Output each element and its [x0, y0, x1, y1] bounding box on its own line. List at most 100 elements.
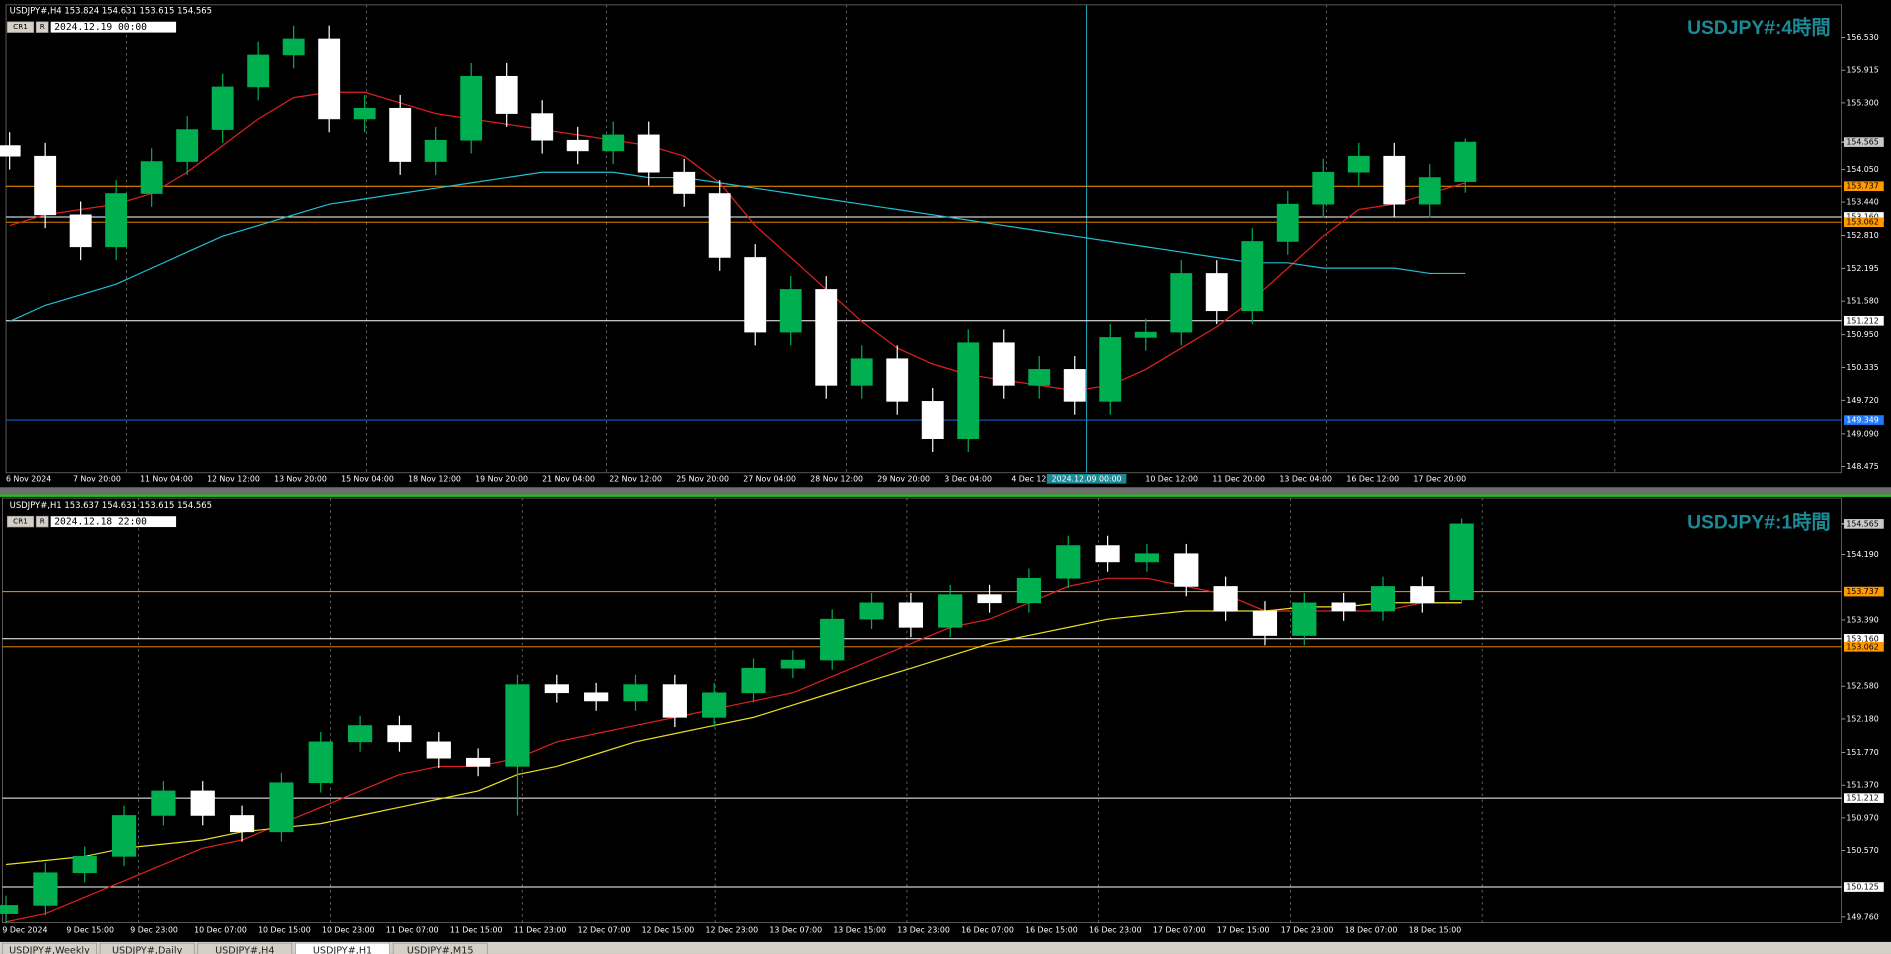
- candle-body: [820, 618, 845, 661]
- x-tick-label: 13 Dec 23:00: [897, 925, 950, 934]
- x-tick-label: 3 Dec 04:00: [944, 474, 992, 483]
- candle-body: [708, 193, 731, 258]
- candle-body: [387, 725, 412, 743]
- x-tick-label: 16 Dec 12:00: [1346, 474, 1399, 483]
- price-tag: [1843, 519, 1884, 529]
- level-label: 153.062: [1846, 642, 1878, 651]
- chart-button-label[interactable]: CR1: [13, 22, 28, 31]
- time-field[interactable]: [50, 21, 177, 33]
- x-tick-label: 10 Dec 23:00: [322, 925, 375, 934]
- x-tick-label: 15 Nov 04:00: [341, 474, 394, 483]
- x-tick-label: 10 Dec 07:00: [194, 925, 247, 934]
- candle-body: [466, 757, 491, 767]
- tab[interactable]: [392, 942, 488, 954]
- candle-body: [957, 342, 980, 439]
- y-tick-label: 155.300: [1846, 98, 1878, 107]
- chart-button-label[interactable]: R: [40, 517, 45, 526]
- level-tag: [1843, 882, 1884, 892]
- level-label: 153.737: [1846, 182, 1878, 191]
- candle-body: [389, 107, 412, 162]
- tab-label[interactable]: USDJPY#,M15: [407, 945, 474, 954]
- x-tick-label: 18 Dec 15:00: [1409, 925, 1462, 934]
- tab[interactable]: [295, 942, 390, 954]
- level-tag: [1843, 793, 1884, 803]
- candle-body: [1056, 545, 1081, 579]
- time-field-text[interactable]: 2024.12.18 22:00: [54, 517, 147, 528]
- level-label: 153.160: [1846, 634, 1878, 643]
- y-tick-label: 150.335: [1846, 363, 1878, 372]
- y-tick-label: 151.770: [1846, 748, 1878, 757]
- chart-button[interactable]: [35, 515, 49, 528]
- x-tick-label: 17 Dec 23:00: [1281, 925, 1334, 934]
- time-field-text[interactable]: 2024.12.19 00:00: [54, 22, 147, 33]
- candle-body: [1331, 602, 1356, 612]
- candle-body: [69, 214, 92, 248]
- x-tick-label: 7 Nov 20:00: [73, 474, 121, 483]
- x-tick-label: 18 Dec 07:00: [1345, 925, 1398, 934]
- candle-body: [1028, 369, 1051, 386]
- x-tick-label: 9 Dec 23:00: [130, 925, 178, 934]
- x-tick-label: 10 Dec 15:00: [258, 925, 311, 934]
- x-tick-label: 12 Nov 12:00: [207, 474, 260, 483]
- tab[interactable]: [2, 942, 97, 954]
- x-tick-label: 4 Dec 12:00: [1011, 474, 1059, 483]
- tab-label[interactable]: USDJPY#,H1: [313, 945, 372, 954]
- candle-body: [247, 54, 270, 88]
- y-tick-label: 150.950: [1846, 330, 1878, 339]
- candle-body: [1241, 241, 1264, 312]
- candle-body: [1174, 553, 1199, 587]
- x-tick-label: 12 Dec 07:00: [578, 925, 631, 934]
- chart-button-label[interactable]: CR1: [13, 517, 28, 526]
- x-tick-label: 11 Dec 07:00: [386, 925, 439, 934]
- candle-body: [424, 139, 447, 162]
- crosshair-label: 2024.12.09 00:00: [1052, 474, 1122, 483]
- y-tick-label: 150.970: [1846, 813, 1878, 822]
- candle-body: [1213, 586, 1238, 612]
- moving-average: [9, 171, 1466, 322]
- candle-body: [505, 684, 530, 767]
- x-tick-label: 12 Dec 15:00: [642, 925, 695, 934]
- tab-label[interactable]: USDJPY#,Weekly: [9, 945, 90, 954]
- candle-body: [744, 257, 767, 333]
- y-tick-label: 152.195: [1846, 264, 1878, 273]
- chart-button[interactable]: [6, 515, 35, 528]
- time-field[interactable]: [50, 516, 177, 528]
- level-label: 153.062: [1846, 218, 1878, 227]
- tab[interactable]: [99, 942, 195, 954]
- watermark: USDJPY#:4時間: [1687, 17, 1831, 39]
- candle-body: [1418, 177, 1441, 205]
- tab[interactable]: [197, 942, 293, 954]
- candle-body: [140, 161, 163, 194]
- x-tick-label: 19 Nov 20:00: [475, 474, 528, 483]
- candle-body: [702, 692, 727, 718]
- candle-body: [584, 692, 609, 702]
- candle-body: [992, 342, 1015, 386]
- candle-body: [977, 594, 1002, 604]
- chart-button-label[interactable]: R: [40, 22, 45, 31]
- tab-label[interactable]: USDJPY#,H4: [215, 945, 274, 954]
- level-label: 151.212: [1846, 316, 1878, 325]
- candle-body: [229, 815, 255, 833]
- candle-body: [544, 684, 569, 694]
- x-tick-label: 16 Dec 23:00: [1089, 925, 1142, 934]
- x-tick-label: 22 Nov 12:00: [609, 474, 662, 483]
- level-label: 153.160: [1846, 212, 1878, 221]
- candle-body: [308, 741, 333, 784]
- y-tick-label: 151.580: [1846, 297, 1878, 306]
- candle-body: [151, 790, 176, 816]
- candle-body: [318, 38, 341, 120]
- x-tick-label: 11 Nov 04:00: [140, 474, 193, 483]
- chart-button[interactable]: [6, 21, 35, 33]
- candle-body: [347, 725, 373, 743]
- candle-body: [0, 145, 21, 157]
- candle-body: [1410, 586, 1435, 604]
- candle-body: [938, 594, 963, 628]
- x-tick-label: 9 Dec 15:00: [66, 925, 114, 934]
- chart-button[interactable]: [35, 21, 49, 33]
- candle-body: [623, 684, 648, 702]
- candle-body: [495, 75, 518, 114]
- x-tick-label: 21 Nov 04:00: [542, 474, 595, 483]
- y-tick-label: 155.915: [1846, 66, 1878, 75]
- tab-label[interactable]: USDJPY#,Daily: [112, 945, 183, 954]
- x-tick-label: 9 Dec 2024: [2, 925, 47, 934]
